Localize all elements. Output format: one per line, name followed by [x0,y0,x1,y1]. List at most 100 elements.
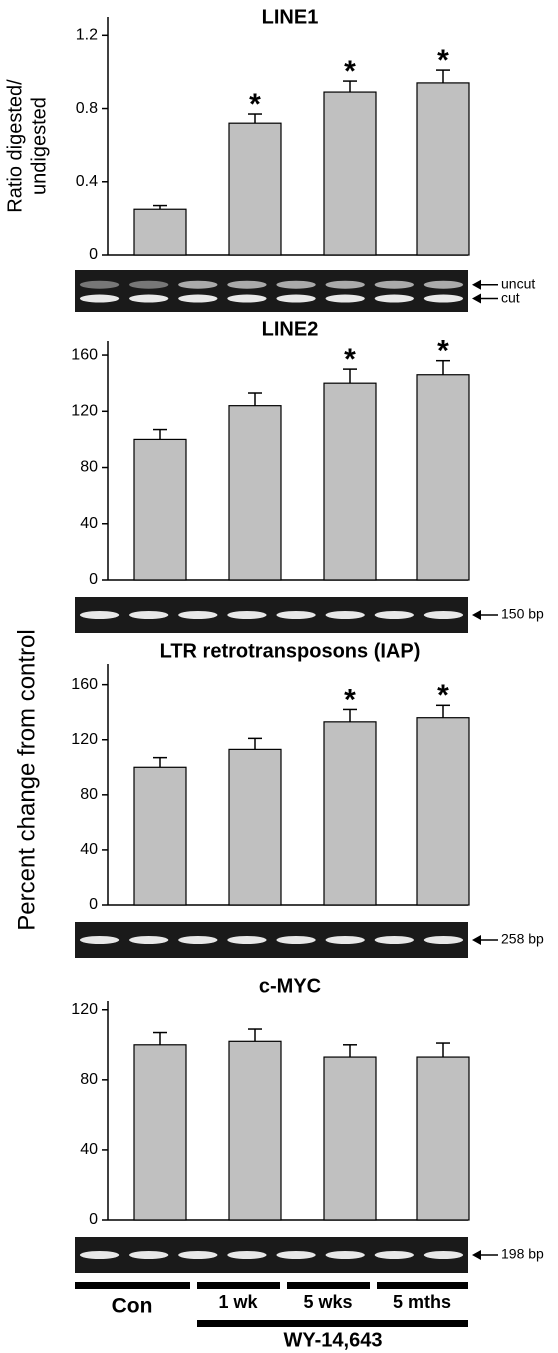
significance-marker: * [249,88,261,121]
y-tick-label: 0.8 [76,100,98,117]
significance-marker: * [437,679,449,712]
y-tick-label: 160 [71,346,98,363]
gel-band [325,936,365,944]
gel-band [178,611,218,619]
y-tick-label: 80 [80,786,98,803]
gel-band [178,280,218,289]
bar [133,438,187,581]
bar [323,91,377,256]
gel-label: 198 bp [501,1246,544,1262]
bar [228,405,282,581]
bar [133,208,187,256]
group-bar [197,1320,468,1327]
gel-band [423,936,464,944]
group-bar [287,1282,370,1289]
y-tick-label: 40 [80,515,98,532]
gel-arrowhead [472,935,481,945]
gel-band [325,294,365,303]
gel-band [227,280,267,289]
gel-image [75,270,468,312]
gel-band [325,280,365,289]
gel-band [129,1251,169,1259]
gel-band [129,294,169,303]
gel-band [325,611,365,619]
significance-marker: * [344,55,356,88]
significance-marker: * [344,343,356,376]
gel-band [178,294,218,303]
gel-band [423,611,464,619]
y-tick-label: 0 [89,1211,98,1228]
bar [323,382,377,581]
bar [228,122,282,256]
gel-band [79,294,120,303]
gel-label: 258 bp [501,931,544,947]
gel-arrowhead [472,1250,481,1260]
y-tick-label: 0 [89,896,98,913]
gel-label: 150 bp [501,606,544,622]
chart-title: LTR retrotransposons (IAP) [160,640,421,662]
gel-band [423,294,464,303]
category-label: Con [112,1295,153,1318]
group-bar [377,1282,468,1289]
category-label: 5 wks [303,1292,352,1312]
y-tick-label: 0.4 [76,173,98,190]
y-tick-label: 80 [80,459,98,476]
gel-arrowhead [472,610,481,620]
category-label: 5 mths [393,1292,451,1312]
gel-band [374,280,414,289]
gel-band [276,936,316,944]
y-tick-label: 0 [89,246,98,263]
gel-label: uncut [501,275,535,291]
bar [323,721,377,906]
gel-band [374,611,414,619]
gel-band [227,611,267,619]
gel-band [178,1251,218,1259]
gel-band [129,936,169,944]
y-tick-label: 40 [80,841,98,858]
y-tick-label: 120 [71,403,98,420]
gel-band [423,1251,464,1259]
gel-band [227,294,267,303]
gel-band [79,1251,120,1259]
chart-title: LINE1 [262,6,319,28]
gel-band [325,1251,365,1259]
chart-title: LINE2 [262,318,319,340]
chart-title: c-MYC [259,975,321,997]
gel-band [79,611,120,619]
gel-band [374,294,414,303]
y-tick-label: 160 [71,676,98,693]
gel-band [227,936,267,944]
group-bar [75,1282,190,1289]
gel-band [374,1251,414,1259]
bar [228,1040,282,1221]
y-tick-label: 0 [89,571,98,588]
gel-band [423,280,464,289]
y-tick-label: 1.2 [76,27,98,44]
y-axis-label: Ratio digested/ [4,79,26,213]
gel-label: cut [501,289,520,305]
significance-marker: * [344,683,356,716]
gel-band [227,1251,267,1259]
group-label: WY-14,643 [284,1329,383,1351]
bar [416,1056,470,1221]
y-tick-label: 120 [71,1001,98,1018]
bar [133,1044,187,1221]
gel-arrowhead [472,279,481,290]
gel-band [276,294,316,303]
y-axis-label: undigested [28,97,50,195]
significance-marker: * [437,335,449,368]
gel-band [129,280,169,289]
gel-band [276,1251,316,1259]
gel-arrowhead [472,293,481,304]
significance-marker: * [437,44,449,77]
gel-band [374,936,414,944]
gel-band [129,611,169,619]
gel-band [276,611,316,619]
bar [416,717,470,906]
gel-band [79,280,120,289]
gel-band [276,280,316,289]
bar [133,766,187,906]
bar [323,1056,377,1221]
y-tick-label: 80 [80,1071,98,1088]
